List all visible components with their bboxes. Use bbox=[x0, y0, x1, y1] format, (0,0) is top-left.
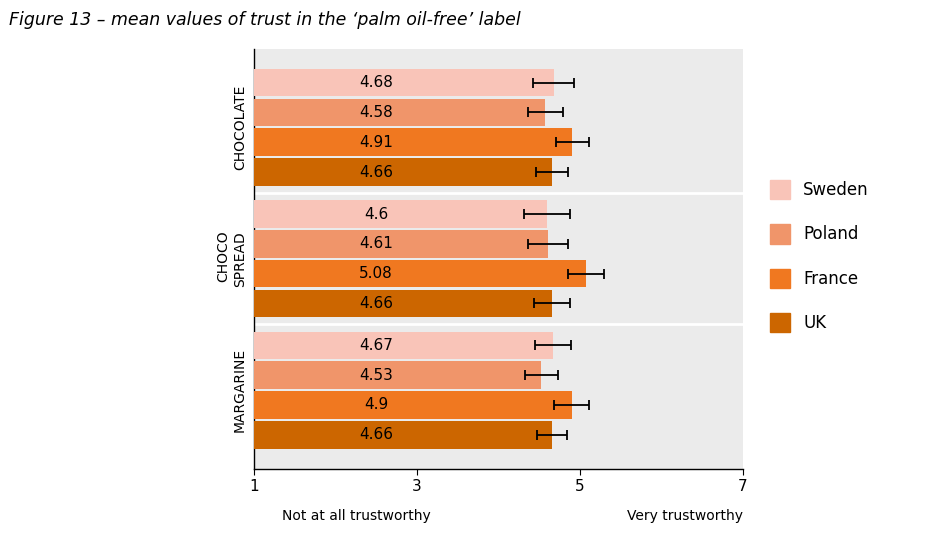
Bar bbox=[254, 230, 548, 258]
Bar bbox=[254, 331, 553, 359]
Bar bbox=[254, 69, 554, 96]
Text: 4.66: 4.66 bbox=[359, 164, 393, 179]
Text: 4.9: 4.9 bbox=[364, 397, 388, 412]
Text: Not at all trustworthy: Not at all trustworthy bbox=[282, 509, 431, 523]
Text: 4.67: 4.67 bbox=[359, 338, 393, 353]
Bar bbox=[254, 289, 552, 317]
Bar bbox=[254, 391, 572, 419]
Text: 4.6: 4.6 bbox=[364, 206, 388, 222]
Bar bbox=[254, 158, 552, 186]
Text: 4.61: 4.61 bbox=[359, 236, 393, 251]
Text: 4.58: 4.58 bbox=[359, 105, 393, 120]
Legend: Sweden, Poland, France, UK: Sweden, Poland, France, UK bbox=[770, 180, 869, 332]
Bar bbox=[254, 200, 547, 228]
Text: 4.68: 4.68 bbox=[359, 75, 393, 90]
Bar bbox=[254, 260, 587, 287]
Text: 5.08: 5.08 bbox=[359, 266, 393, 281]
Text: 4.66: 4.66 bbox=[359, 296, 393, 311]
Bar bbox=[254, 362, 541, 389]
Bar bbox=[254, 128, 572, 156]
Text: 4.66: 4.66 bbox=[359, 427, 393, 443]
Bar bbox=[254, 421, 552, 448]
Text: Figure 13 – mean values of trust in the ‘palm oil-free’ label: Figure 13 – mean values of trust in the … bbox=[9, 11, 521, 29]
Text: 4.53: 4.53 bbox=[359, 368, 393, 383]
Text: 4.91: 4.91 bbox=[359, 135, 393, 150]
Text: Very trustworthy: Very trustworthy bbox=[627, 509, 743, 523]
Bar bbox=[254, 99, 545, 126]
